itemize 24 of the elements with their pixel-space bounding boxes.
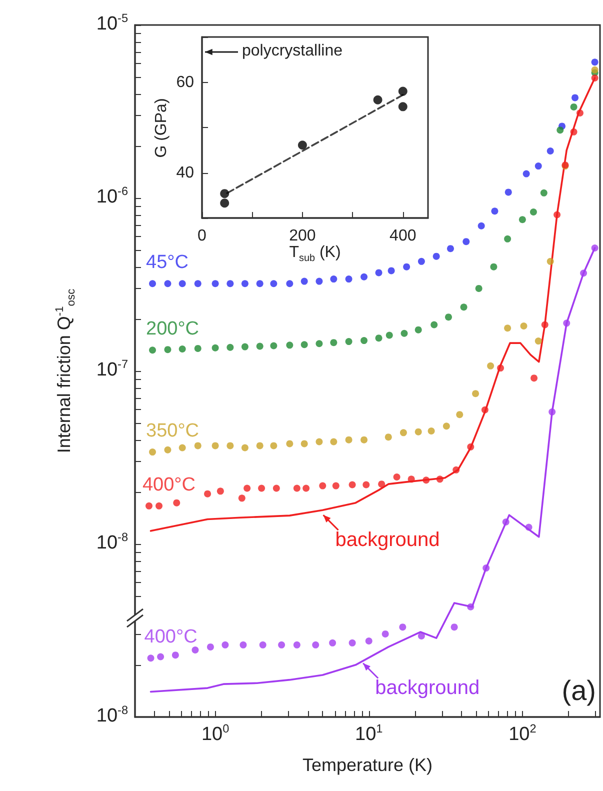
annotation: background <box>335 529 440 552</box>
series-label: 400°C <box>144 626 198 648</box>
x-tick-label: 10$^{0}$ <box>201 722 230 746</box>
x-tick-label: 10$^{1}$ <box>355 722 383 746</box>
series-label: 45°C <box>146 252 188 274</box>
x-axis-title: T$_{sub}$ (K) <box>289 244 341 265</box>
x-tick-label: 400 <box>390 228 416 244</box>
x-tick-label: 10$^{2}$ <box>508 722 536 746</box>
y-tick-label: 10$^{-7}$ <box>96 358 128 382</box>
y-axis-title: G (GPa) <box>153 98 171 158</box>
y-tick-label: 10$^{-6}$ <box>96 185 128 208</box>
y-tick-label: 40 <box>176 164 194 182</box>
y-tick-label: 60 <box>176 74 194 91</box>
y-tick-label: 10$^{-8}$ <box>96 531 128 554</box>
x-tick-label: 0 <box>198 228 207 244</box>
series-label: 350°C <box>146 420 200 442</box>
y-tick-label: 10$^{-5}$ <box>96 12 128 36</box>
x-axis-title: Temperature (K) <box>302 755 433 776</box>
annotation: polycrystalline <box>242 42 342 60</box>
annotation: (a) <box>562 675 596 707</box>
series-label: 400°C <box>142 474 196 496</box>
x-tick-label: 200 <box>289 228 316 244</box>
annotation: background <box>375 677 480 700</box>
series-label: 200°C <box>146 318 200 340</box>
